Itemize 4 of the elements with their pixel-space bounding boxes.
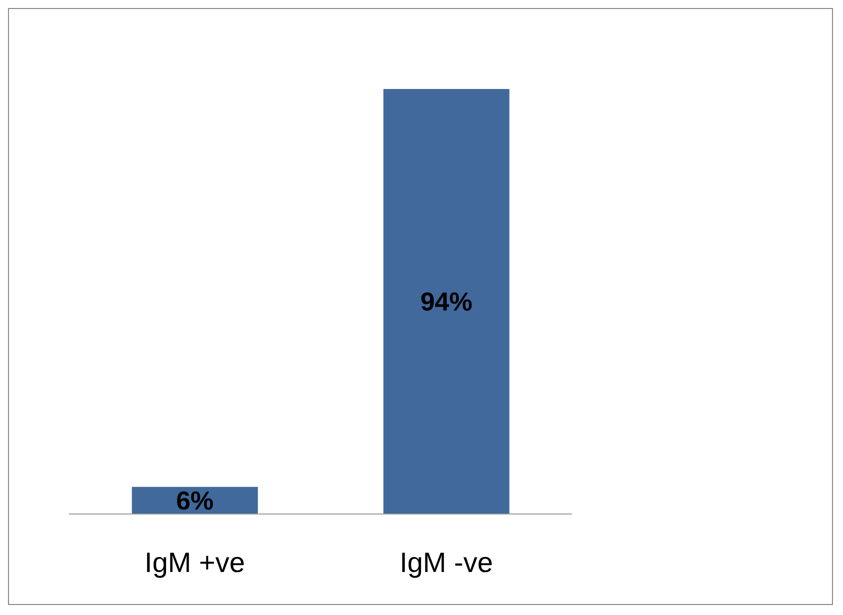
data-label: 94% bbox=[420, 286, 472, 316]
data-label: 6% bbox=[176, 485, 214, 516]
x-tick-label: IgM -ve bbox=[400, 546, 493, 578]
x-tick-label: IgM +ve bbox=[144, 546, 245, 578]
